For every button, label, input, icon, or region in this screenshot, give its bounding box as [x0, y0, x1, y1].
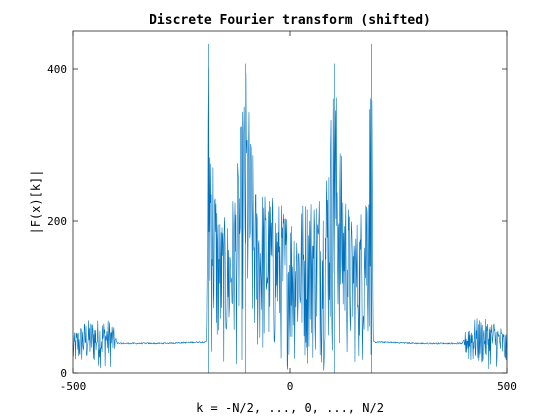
y-axis-ticks: 0 200 400	[47, 63, 507, 380]
y-tick-label: 400	[47, 63, 67, 76]
series-layer	[72, 43, 508, 373]
y-tick-label: 0	[60, 367, 67, 380]
x-axis-label: k = -N/2, ..., 0, ..., N/2	[196, 401, 384, 415]
x-axis-ticks: -500 0 500	[60, 31, 517, 393]
y-tick-label: 200	[47, 215, 67, 228]
x-tick-label: 0	[287, 380, 294, 393]
series-line-dft-magnitude	[72, 43, 508, 373]
x-tick-label: 500	[497, 380, 517, 393]
y-axis-label: |F(x)[k]|	[29, 169, 43, 234]
x-tick-label: -500	[60, 380, 87, 393]
chart-title: Discrete Fourier transform (shifted)	[149, 13, 431, 28]
